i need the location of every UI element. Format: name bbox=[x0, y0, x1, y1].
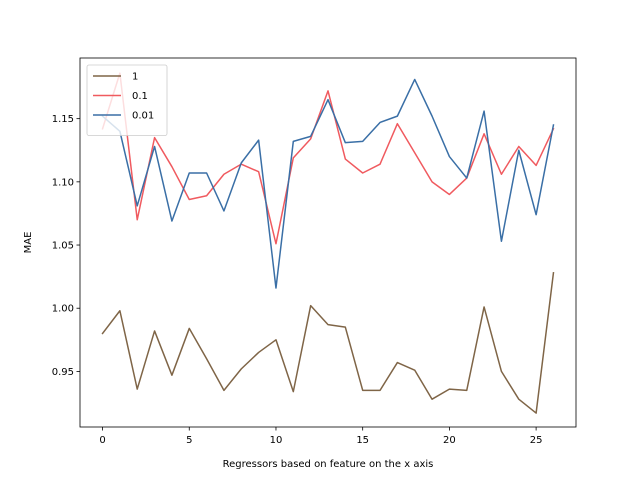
y-tick-label: 1.15 bbox=[52, 114, 74, 125]
y-tick-label: 1.10 bbox=[52, 177, 74, 188]
legend-label: 1 bbox=[132, 72, 138, 83]
series-line-0 bbox=[101, 271, 555, 414]
y-axis: 0.95 1.00 1.05 1.10 1.15 bbox=[52, 114, 80, 378]
series-line-1 bbox=[101, 72, 555, 245]
x-tick-label: 15 bbox=[356, 435, 369, 446]
legend-label: 0.1 bbox=[132, 91, 148, 102]
x-tick-label: 0 bbox=[99, 435, 105, 446]
legend-label: 0.01 bbox=[132, 111, 154, 122]
x-tick-label: 10 bbox=[270, 435, 283, 446]
y-tick-label: 1.05 bbox=[52, 241, 74, 252]
legend-box bbox=[86, 64, 168, 136]
x-axis: 0 5 10 15 20 25 bbox=[99, 427, 542, 446]
y-tick-label: 0.95 bbox=[52, 367, 74, 378]
x-axis-label: Regressors based on feature on the x axi… bbox=[223, 459, 434, 470]
y-axis-label: MAE bbox=[23, 232, 34, 254]
x-tick-label: 5 bbox=[186, 435, 192, 446]
x-tick-label: 20 bbox=[443, 435, 456, 446]
plot-lines bbox=[101, 72, 555, 414]
plot-area-frame bbox=[79, 57, 577, 428]
x-tick-label: 25 bbox=[530, 435, 543, 446]
y-tick-label: 1.00 bbox=[52, 304, 74, 315]
legend: 1 0.1 0.01 bbox=[86, 64, 168, 136]
series-line-2 bbox=[101, 78, 555, 289]
